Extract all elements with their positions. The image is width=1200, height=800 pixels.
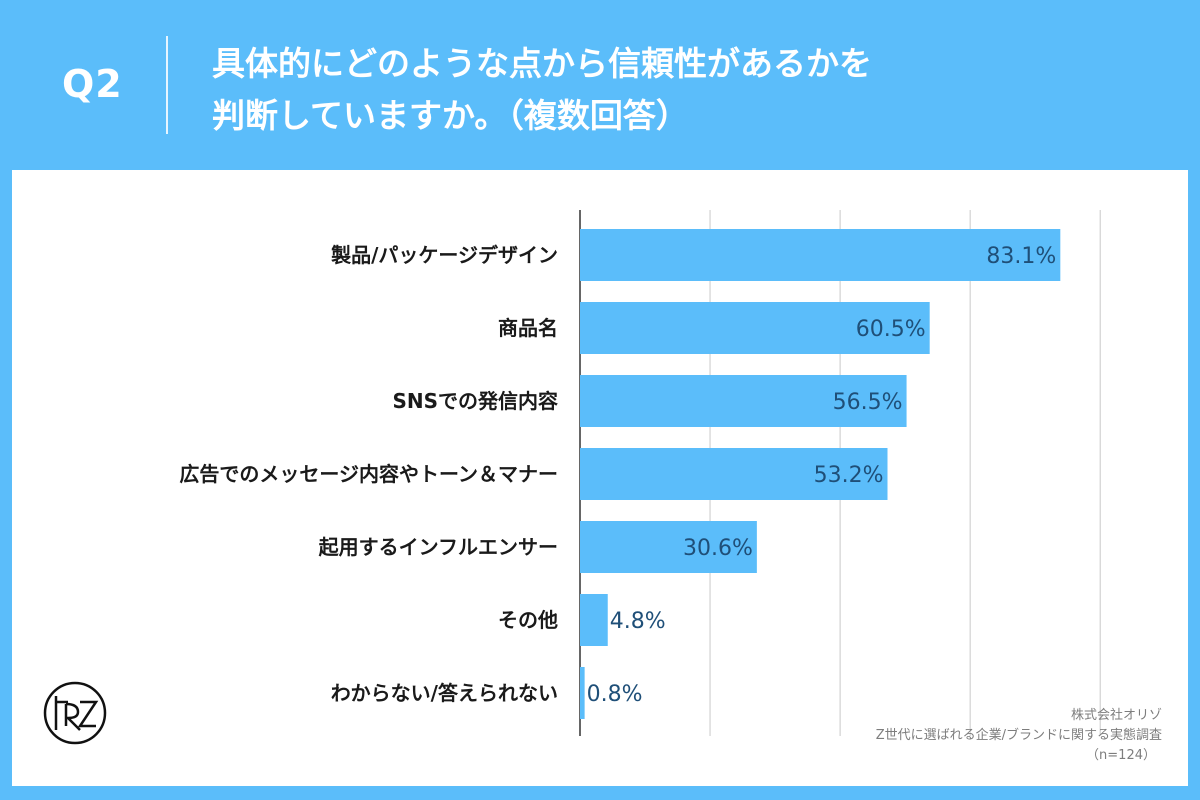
bar-chart: 製品/パッケージデザイン 83.1% 商品名 60.5% SNSでの発信内容 56.5% 広… [179, 210, 1101, 736]
category-label: 製品/パッケージデザイン [331, 243, 558, 267]
category-label: 起用するインフルエンサー [318, 535, 558, 559]
value-label: 53.2% [814, 463, 884, 488]
chart-panel: 製品/パッケージデザイン 83.1% 商品名 60.5% SNSでの発信内容 56.5% 広… [12, 170, 1188, 786]
question-number: Q2 [62, 62, 123, 106]
bar [580, 448, 888, 500]
bar [580, 302, 930, 354]
header: Q2 具体的にどのような点から信頼性があるかを 判断していますか。（複数回答） [0, 0, 1200, 170]
value-label: 60.5% [856, 317, 926, 342]
bar [580, 375, 907, 427]
question-title-line2: 判断していますか。（複数回答） [212, 96, 689, 135]
value-label: 4.8% [610, 609, 666, 634]
bar [580, 594, 608, 646]
value-label: 0.8% [587, 682, 643, 707]
bar [580, 229, 1061, 281]
footer-survey: Z世代に選ばれる企業/ブランドに関する実態調査 [875, 728, 1162, 743]
category-label: 商品名 [498, 316, 558, 340]
category-label: SNSでの発信内容 [392, 389, 558, 413]
header-divider [166, 36, 168, 134]
question-title: 具体的にどのような点から信頼性があるかを 判断していますか。（複数回答） [212, 38, 1172, 142]
category-label: その他 [498, 608, 558, 632]
value-label: 56.5% [833, 390, 903, 415]
question-title-line1: 具体的にどのような点から信頼性があるかを [212, 44, 872, 83]
category-label: わからない/答えられない [331, 681, 558, 705]
bar [580, 667, 585, 719]
orizo-logo-icon [43, 681, 107, 745]
category-label: 広告でのメッセージ内容やトーン＆マナー [179, 462, 558, 486]
value-label: 83.1% [986, 244, 1056, 269]
footer-sample-size: （n=124） [1086, 748, 1156, 763]
value-label: 30.6% [683, 536, 753, 561]
chart-footer: 株式会社オリゾ Z世代に選ばれる企業/ブランドに関する実態調査 （n=124） [562, 706, 1162, 766]
bar [580, 521, 757, 573]
footer-company: 株式会社オリゾ [1070, 708, 1162, 723]
